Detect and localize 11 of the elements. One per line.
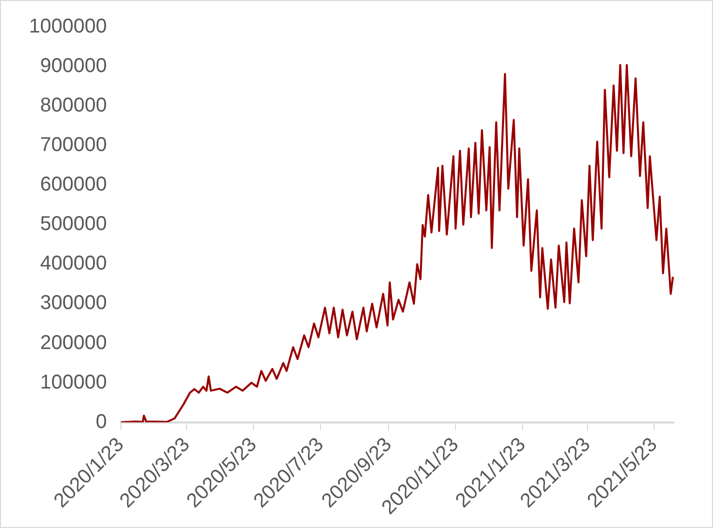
y-tick-label: 600000 xyxy=(40,174,107,196)
y-tick-label: 1000000 xyxy=(28,16,107,38)
y-tick-label: 700000 xyxy=(40,134,107,156)
y-tick-label: 300000 xyxy=(40,292,107,314)
y-tick-label: 100000 xyxy=(40,371,107,394)
y-tick-label: 500000 xyxy=(40,213,107,236)
y-tick-label: 200000 xyxy=(40,332,107,354)
y-tick-label: 400000 xyxy=(40,252,107,275)
y-tick-label: 800000 xyxy=(40,94,107,117)
y-tick-label: 900000 xyxy=(40,55,107,78)
y-tick-label: 0 xyxy=(96,410,107,433)
